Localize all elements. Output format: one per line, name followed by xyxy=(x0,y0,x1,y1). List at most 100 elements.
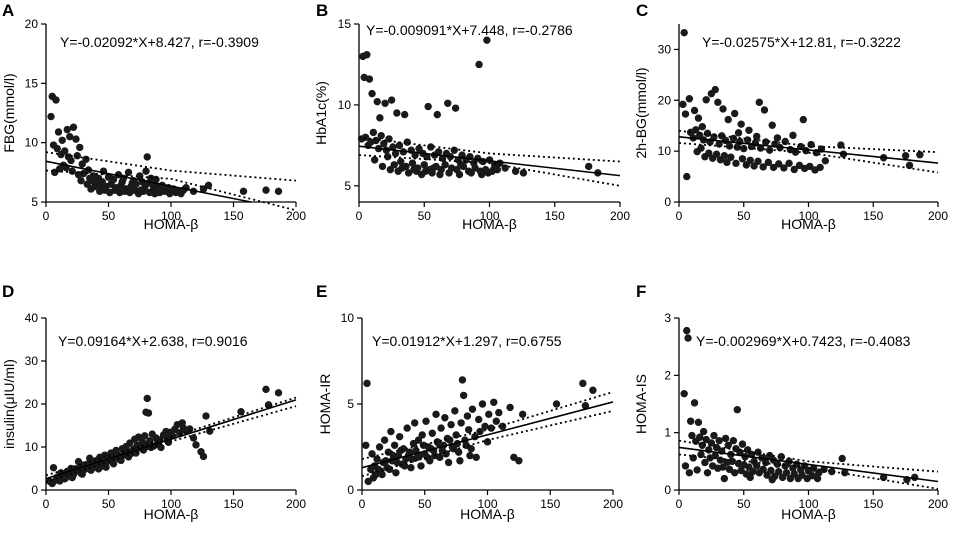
x-axis-label: HOMA-β xyxy=(144,506,199,522)
data-point xyxy=(363,51,371,59)
data-point xyxy=(274,187,283,196)
data-point xyxy=(444,458,453,467)
y-axis-label: insulin(μIU/ml) xyxy=(1,359,17,449)
data-point xyxy=(447,420,455,429)
data-point xyxy=(403,424,411,432)
panel-f: F 0 50 100 150 200 0 1 2 3 HOMA-β HOMA-IS Y=-0.00296… xyxy=(633,282,948,522)
data-point xyxy=(736,448,744,456)
data-point xyxy=(373,97,381,106)
data-point xyxy=(730,469,739,477)
panel-letter: D xyxy=(2,282,14,301)
regression-line xyxy=(45,160,251,203)
data-point xyxy=(422,417,430,425)
data-point xyxy=(458,376,467,384)
data-point xyxy=(721,434,730,443)
data-point xyxy=(518,410,527,419)
data-point xyxy=(88,176,96,185)
y-tick-label: 0 xyxy=(664,195,671,209)
data-point xyxy=(702,96,710,104)
data-point xyxy=(390,441,399,449)
equation-label: Y=-0.02575*X+12.81, r=-0.3222 xyxy=(702,34,901,50)
data-point xyxy=(724,115,732,124)
data-point xyxy=(472,453,480,462)
data-point xyxy=(456,457,464,465)
data-point xyxy=(806,162,814,171)
data-point xyxy=(703,469,712,477)
data-point xyxy=(393,109,401,117)
data-point xyxy=(449,445,458,453)
x-tick-label: 150 xyxy=(863,497,883,511)
data-point xyxy=(410,165,418,174)
x-tick-label: 100 xyxy=(161,209,181,223)
data-point xyxy=(785,159,793,168)
data-point xyxy=(737,120,745,128)
data-point xyxy=(73,152,81,160)
x-tick-label: 0 xyxy=(676,209,683,223)
x-tick-label: 50 xyxy=(102,497,116,511)
x-tick-label: 200 xyxy=(928,209,948,223)
y-tick-label: 10 xyxy=(658,144,672,158)
data-point xyxy=(400,110,409,119)
data-point xyxy=(451,407,459,415)
data-point xyxy=(420,161,428,169)
data-point xyxy=(202,412,210,420)
data-point xyxy=(463,412,472,420)
data-point xyxy=(375,443,384,451)
data-point xyxy=(68,473,76,482)
x-tick-label: 100 xyxy=(798,497,818,511)
data-point xyxy=(581,402,590,410)
data-point xyxy=(424,102,432,111)
x-tick-label: 100 xyxy=(477,497,497,511)
data-point xyxy=(679,100,687,109)
y-axis-label: FBG(mmol/l) xyxy=(1,73,17,152)
data-point xyxy=(759,163,767,171)
equation-label: Y=0.09164*X+2.638, r=0.9016 xyxy=(58,333,248,349)
data-point xyxy=(901,152,910,160)
data-point xyxy=(712,150,721,158)
data-point xyxy=(777,453,786,461)
data-point xyxy=(749,467,757,476)
data-point xyxy=(428,429,436,437)
ci-upper-line xyxy=(361,391,614,460)
data-point xyxy=(730,109,739,118)
data-point xyxy=(506,403,514,412)
data-point xyxy=(389,143,397,151)
data-point xyxy=(142,167,150,175)
data-point xyxy=(434,148,443,156)
data-point xyxy=(49,463,58,472)
panel-letter: A xyxy=(2,1,14,20)
data-point xyxy=(828,467,836,476)
data-point xyxy=(441,414,449,422)
data-point xyxy=(98,178,106,186)
data-point xyxy=(768,475,776,484)
panel-letter: C xyxy=(636,1,648,20)
y-tick-label: 10 xyxy=(341,311,355,325)
data-point xyxy=(452,431,460,439)
y-axis-label: HbA1c(%) xyxy=(313,81,329,145)
x-tick-label: 0 xyxy=(359,497,366,511)
data-point xyxy=(466,451,474,460)
data-point xyxy=(589,386,597,394)
data-point xyxy=(683,172,691,181)
data-point xyxy=(694,418,703,427)
data-point xyxy=(711,85,719,94)
ci-lower-line xyxy=(45,169,297,212)
data-point xyxy=(711,451,719,460)
data-point xyxy=(392,469,400,477)
data-point xyxy=(495,408,503,417)
data-point xyxy=(699,427,708,436)
data-point xyxy=(429,164,438,172)
data-point xyxy=(685,95,694,103)
y-tick-label: 3 xyxy=(664,311,671,325)
ci-upper-line xyxy=(45,396,297,477)
x-tick-label: 50 xyxy=(737,497,751,511)
x-tick-label: 200 xyxy=(610,209,630,223)
data-point xyxy=(740,144,748,153)
x-tick-label: 0 xyxy=(43,209,50,223)
x-tick-label: 150 xyxy=(223,497,243,511)
ci-lower-line xyxy=(678,453,939,490)
data-point xyxy=(141,432,149,440)
data-point xyxy=(701,458,709,467)
data-point xyxy=(781,137,789,146)
ci-lower-line xyxy=(361,410,614,478)
